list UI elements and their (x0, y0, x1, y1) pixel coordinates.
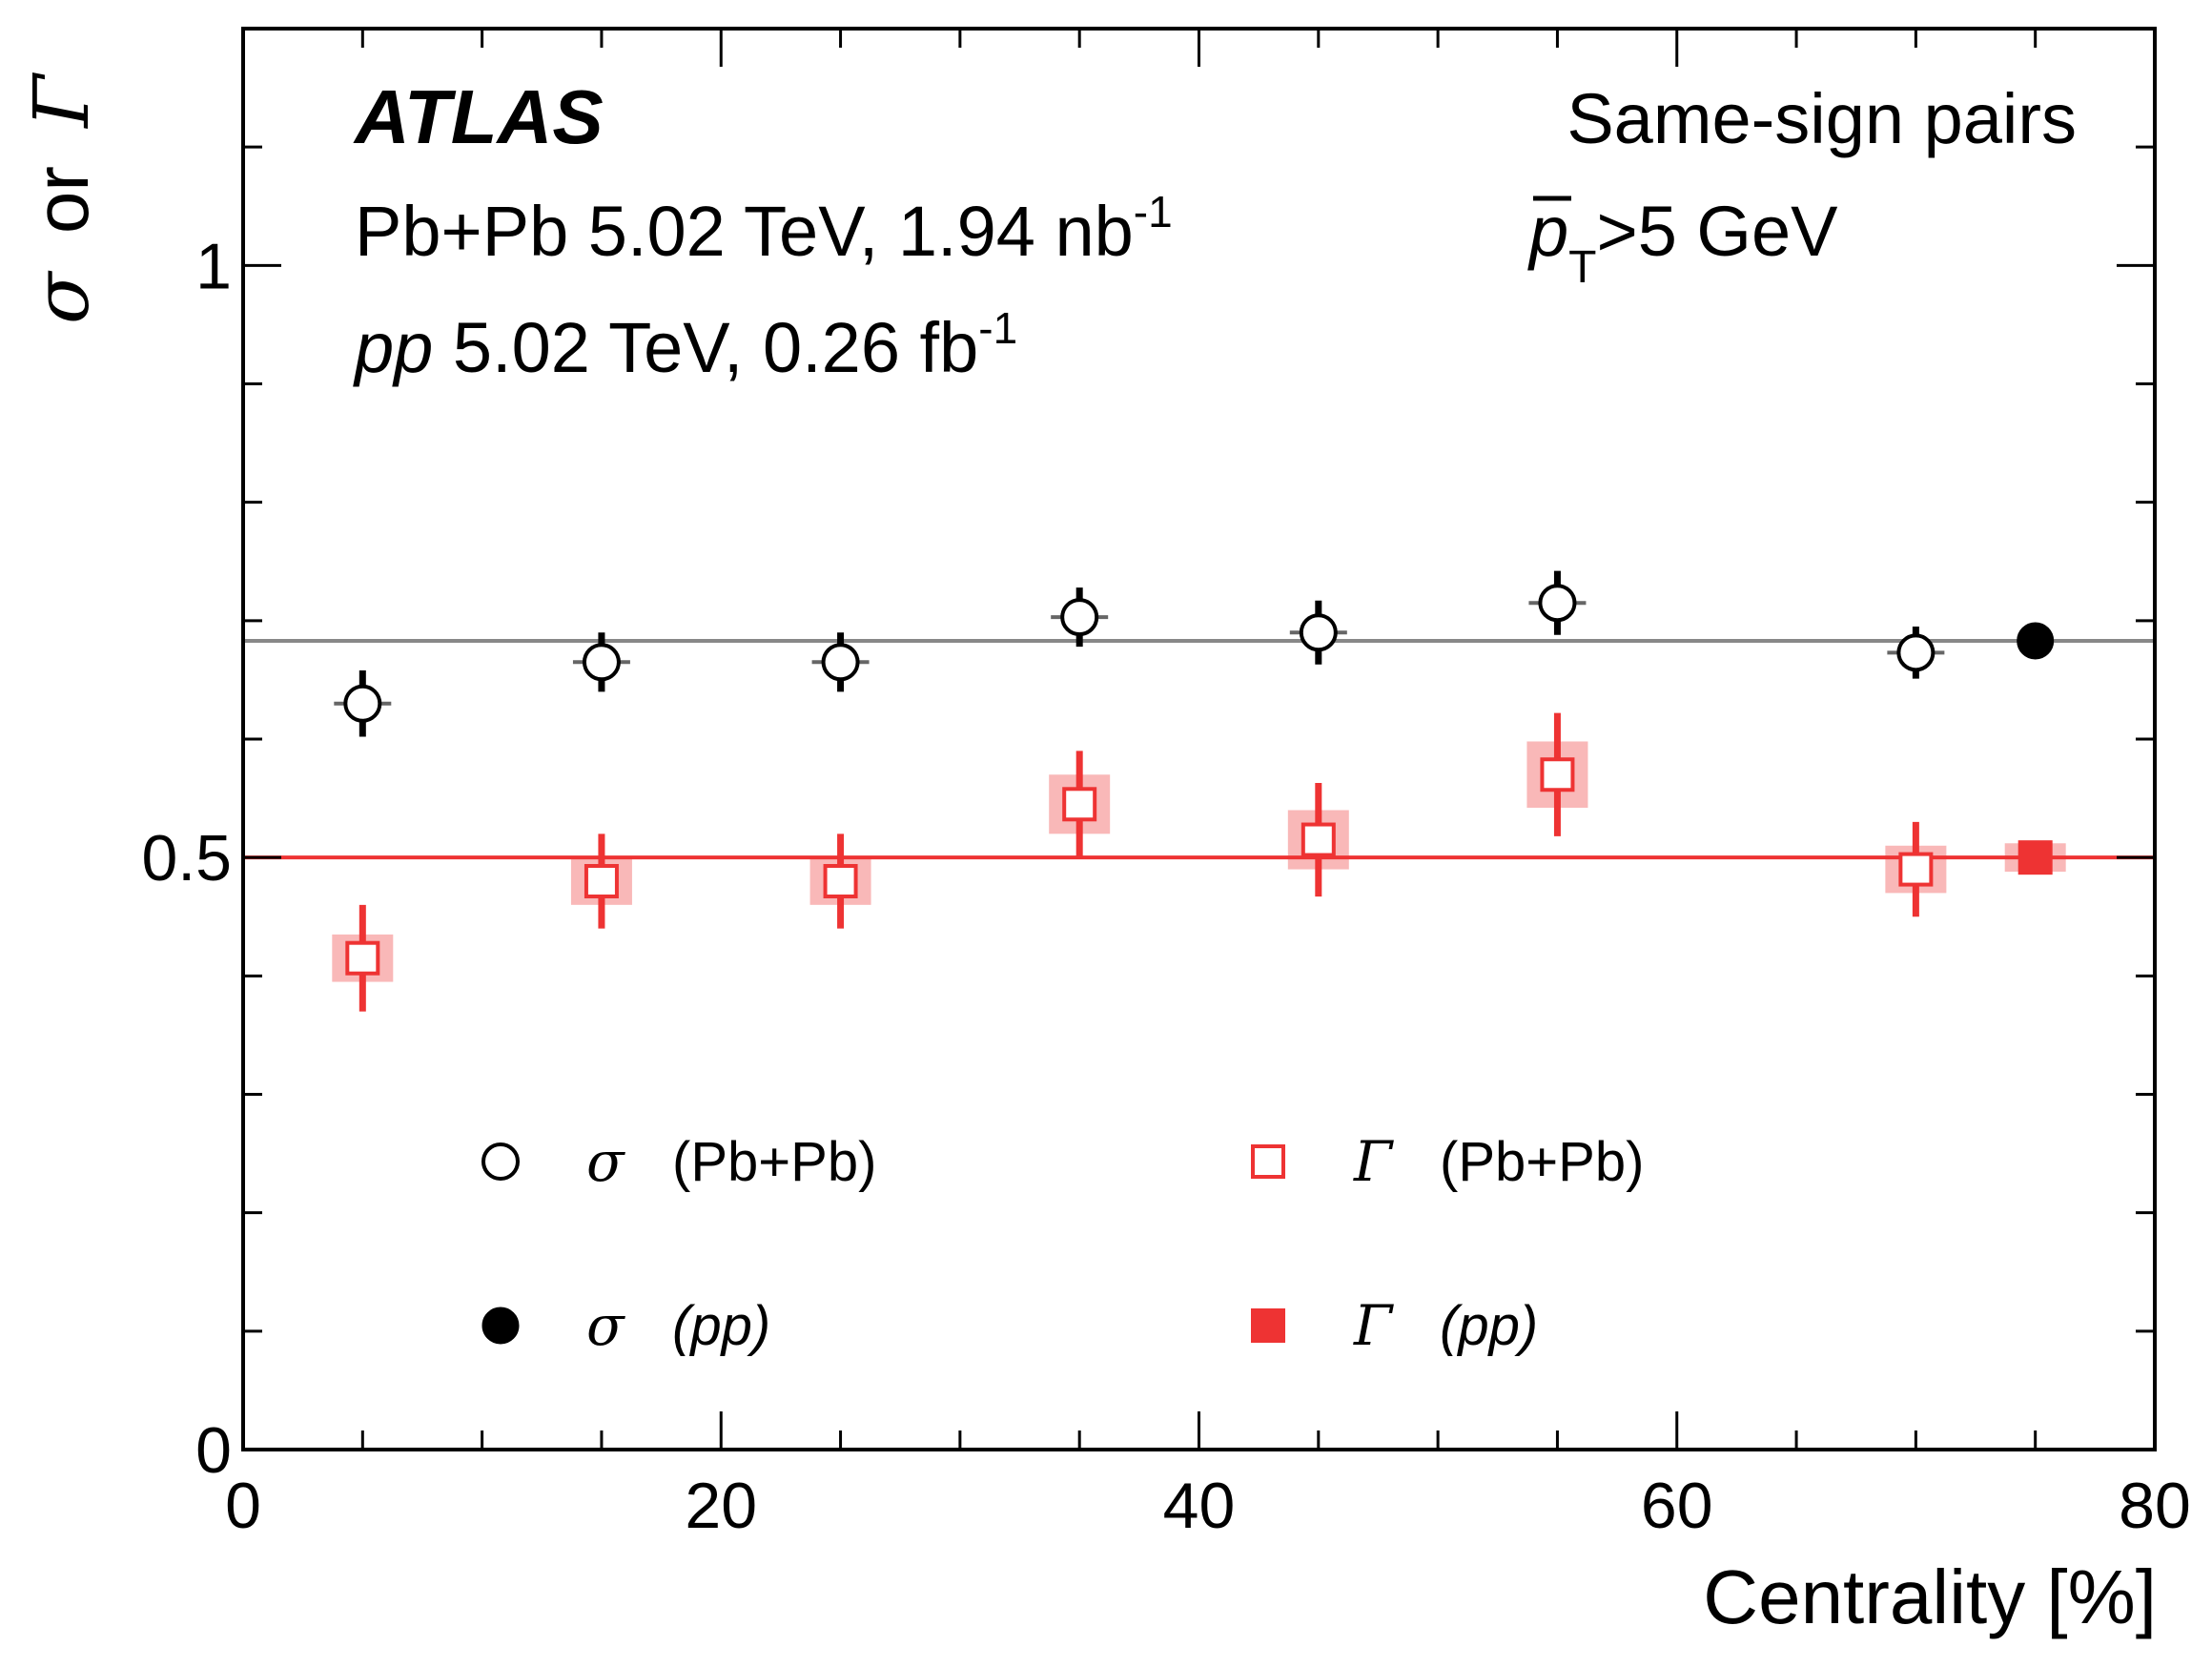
pp-lumi-label: pp 5.02 TeV, 0.26 fb-1 (353, 303, 1017, 387)
point-gamma-pb-pb-25 (823, 864, 858, 898)
pp-lumi-italic: pp (353, 308, 433, 387)
legend-marker-sigma-pb-pb (481, 1142, 520, 1181)
point-gamma-pb-pb-70 (1898, 852, 1934, 887)
selection-label: Same-sign pairs (1567, 79, 2077, 158)
legend-label-sigma-pp: (pp) (672, 1295, 770, 1357)
atlas-label: ATLAS (353, 74, 604, 159)
pp-lumi-text: 5.02 TeV, 0.26 fb (433, 308, 978, 387)
x-tick-label-20: 20 (685, 1470, 757, 1542)
point-sigma-pb-pb-55 (1538, 584, 1577, 623)
pt-subscript: T (1568, 242, 1596, 293)
legend-marker-sigma-pp (481, 1307, 520, 1345)
pp-lumi-sup: -1 (978, 303, 1017, 353)
legend-symbol-sigma-pb-pb: σ (586, 1129, 625, 1194)
point-sigma-pb-pb-45 (1299, 613, 1338, 652)
legend-entry-sigma-pb-pb: σ (Pb+Pb) (481, 1129, 876, 1194)
point-gamma-pp-75 (2017, 840, 2053, 875)
point-gamma-pb-pb-15 (584, 864, 619, 898)
pbpb-lumi-label: Pb+Pb 5.02 TeV, 1.94 nb-1 (355, 187, 1173, 271)
pt-cut-label: pT>5 GeV (1527, 192, 1838, 293)
legend-symbol-gamma-pb-pb: Γ (1353, 1129, 1394, 1194)
pbpb-lumi-sup: -1 (1134, 187, 1173, 237)
reference-lines (243, 638, 2155, 860)
point-sigma-pb-pb-70 (1896, 633, 1936, 672)
y-axis-symbol-sigma: σ (17, 270, 106, 324)
x-tick-label-60: 60 (1641, 1470, 1713, 1542)
legend-label-gamma-pb-pb: (Pb+Pb) (1440, 1131, 1644, 1193)
y-tick-label-1: 1 (195, 230, 232, 302)
y-axis-connector: or (19, 166, 104, 234)
point-sigma-pp-75 (2017, 622, 2055, 660)
legend-symbol-gamma-pp: Γ (1353, 1293, 1394, 1358)
point-gamma-pb-pb-5 (345, 940, 380, 976)
legend-entry-sigma-pp: σ (pp) (481, 1293, 770, 1358)
series-gamma-pp (2004, 840, 2066, 875)
point-sigma-pb-pb-5 (343, 684, 382, 723)
x-tick-label-80: 80 (2119, 1470, 2191, 1542)
series-sigma-pp (2017, 622, 2055, 660)
ticks: 0 20 40 60 80 0 0.5 1 (141, 27, 2191, 1542)
point-sigma-pb-pb-15 (582, 643, 621, 682)
y-axis-title: σ or Γ (17, 72, 106, 324)
pt-symbol: p (1527, 192, 1568, 271)
point-sigma-pb-pb-25 (821, 643, 860, 682)
point-gamma-pb-pb-35 (1062, 787, 1097, 822)
series-sigma-pb-pb (334, 570, 1945, 737)
legend-entry-gamma-pp: Γ (pp) (1251, 1293, 1538, 1358)
series-gamma-pb-pb (332, 712, 1947, 1012)
legend: σ (Pb+Pb) Γ (Pb+Pb) σ (pp) Γ (pp) (481, 1129, 1644, 1358)
legend-label-gamma-pp: (pp) (1440, 1295, 1538, 1357)
legend-symbol-sigma-pp: σ (586, 1293, 625, 1358)
point-gamma-pb-pb-45 (1301, 822, 1336, 857)
legend-marker-gamma-pp (1251, 1308, 1285, 1343)
point-sigma-pb-pb-35 (1060, 598, 1099, 637)
x-tick-label-0: 0 (225, 1470, 261, 1542)
y-tick-label-0-5: 0.5 (141, 822, 232, 895)
pbpb-lumi-text: Pb+Pb 5.02 TeV, 1.94 nb (355, 192, 1134, 271)
legend-marker-gamma-pb-pb (1251, 1144, 1285, 1179)
pt-cut-text: >5 GeV (1596, 192, 1838, 271)
x-tick-label-40: 40 (1163, 1470, 1236, 1542)
x-axis-title: Centrality [%] (1703, 1554, 2157, 1639)
y-tick-label-0: 0 (195, 1414, 232, 1487)
legend-entry-gamma-pb-pb: Γ (Pb+Pb) (1251, 1129, 1644, 1194)
point-gamma-pb-pb-55 (1540, 757, 1575, 792)
y-axis-symbol-gamma: Γ (17, 72, 106, 130)
data-points (332, 570, 2066, 1012)
legend-label-sigma-pb-pb: (Pb+Pb) (672, 1131, 876, 1193)
